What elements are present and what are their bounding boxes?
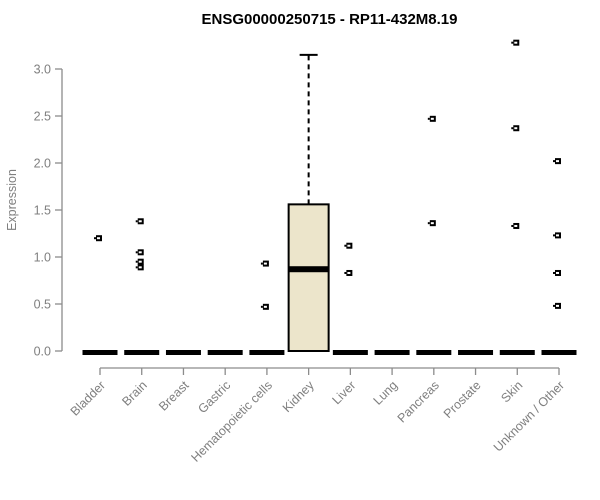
outlier-point-tick (135, 266, 138, 269)
outlier-point-tick (553, 160, 555, 163)
outlier-point-tick (344, 271, 347, 274)
outlier-point-tick (260, 262, 263, 265)
outlier-point-center (514, 127, 518, 130)
x-tick-label: Brain (119, 378, 150, 409)
x-tick-label: Bladder (68, 378, 108, 418)
collapsed-box (82, 350, 118, 355)
outlier-point-center (556, 304, 559, 307)
y-axis-label: Expression (5, 169, 19, 231)
outlier-point-tick (553, 304, 555, 307)
collapsed-box (249, 350, 285, 355)
outlier-point-center (138, 260, 142, 263)
x-tick-label: Prostate (441, 378, 484, 421)
y-tick-label: 1.0 (34, 251, 51, 265)
outlier-point-tick (427, 222, 430, 225)
outlier-point-tick (260, 305, 263, 308)
outlier-point-center (138, 220, 142, 223)
outlier-point-tick (94, 237, 96, 240)
outlier-point-center (138, 266, 142, 269)
box-group (82, 235, 118, 355)
y-tick-label: 2.0 (34, 157, 51, 171)
box-group (124, 218, 160, 355)
outlier-point-tick (135, 220, 138, 223)
x-tick-label: Breast (156, 378, 192, 414)
median-line (288, 266, 329, 273)
collapsed-box (124, 350, 160, 355)
x-tick-label: Pancreas (395, 378, 442, 425)
outlier-point-tick (511, 41, 514, 44)
box-group (165, 350, 201, 355)
outlier-point-tick (511, 127, 514, 130)
outlier-point-tick (135, 260, 138, 263)
collapsed-box (458, 350, 494, 355)
collapsed-box (207, 350, 243, 355)
outlier-point-center (347, 244, 351, 247)
outlier-point-center (556, 271, 559, 274)
box-group (287, 53, 330, 352)
collapsed-box (165, 350, 201, 355)
boxes-layer (82, 39, 577, 355)
x-tick-label: Gastric (195, 378, 233, 416)
x-tick-label: Lung (371, 378, 401, 408)
outlier-point-center (514, 41, 518, 44)
outlier-point-center (263, 262, 267, 265)
y-tick-label: 0.0 (34, 345, 51, 359)
outlier-point-center (556, 234, 559, 237)
outlier-point-tick (135, 251, 138, 254)
x-tick-label: Skin (498, 378, 525, 405)
x-tick-label: Liver (329, 378, 358, 407)
collapsed-box (374, 350, 410, 355)
x-tick-label: Hematopoietic cells (188, 378, 275, 465)
collapsed-box (332, 350, 368, 355)
outlier-point-center (138, 251, 142, 254)
box (287, 203, 330, 352)
box-group (541, 158, 577, 355)
y-tick-label: 1.5 (34, 204, 51, 218)
outlier-point-center (97, 237, 100, 240)
outlier-point-center (514, 224, 518, 227)
collapsed-box (416, 350, 452, 355)
box-group (458, 350, 494, 355)
outlier-point-tick (344, 244, 347, 247)
outlier-point-tick (511, 224, 514, 227)
outlier-point-tick (427, 117, 430, 120)
box-group (207, 350, 243, 355)
box-group (332, 242, 368, 355)
outlier-point-center (430, 222, 434, 225)
outlier-point-tick (553, 271, 555, 274)
outlier-point-center (263, 305, 267, 308)
y-tick-label: 3.0 (34, 63, 51, 77)
box-group (374, 350, 410, 355)
collapsed-box (499, 350, 535, 355)
outlier-point-center (347, 271, 351, 274)
box-group (499, 39, 535, 355)
box-group (416, 115, 452, 355)
collapsed-box (541, 350, 577, 355)
x-tick-label: Unknown / Other (491, 378, 567, 454)
chart-title: ENSG00000250715 - RP11-432M8.19 (201, 11, 457, 28)
outlier-point-center (430, 117, 434, 120)
x-tick-label: Kidney (280, 378, 317, 415)
y-tick-label: 0.5 (34, 298, 51, 312)
outlier-point-tick (553, 234, 555, 237)
outlier-point-center (556, 160, 559, 163)
box-group (249, 260, 285, 355)
y-tick-label: 2.5 (34, 110, 51, 124)
